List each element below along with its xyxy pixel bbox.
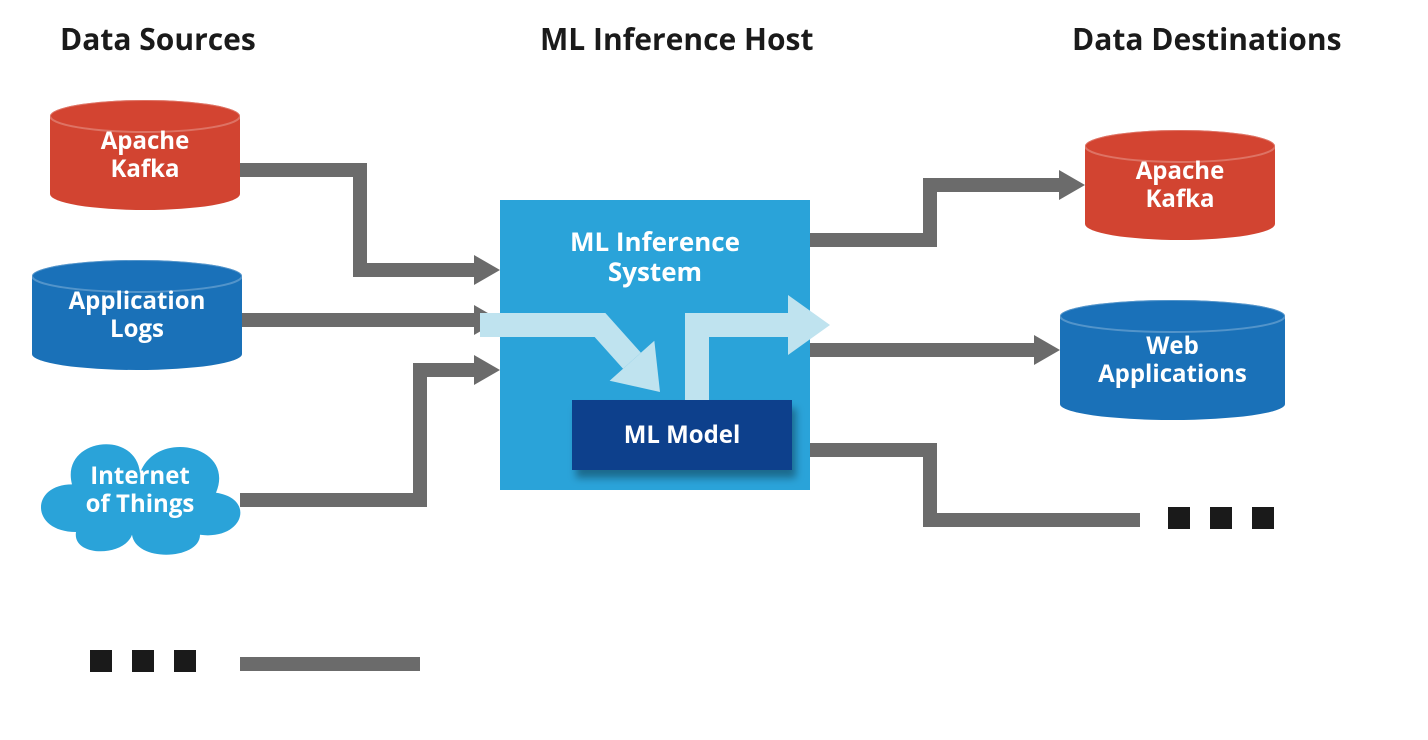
ellipsis-left [90, 650, 196, 672]
edge-arrow-kafka_to_host [474, 255, 500, 285]
edge-kafka_to_host [240, 170, 474, 270]
edge-arrow-iot_to_host [474, 355, 500, 385]
edge-iot_to_host [240, 370, 474, 500]
diagram-svg [0, 0, 1428, 740]
edge-host_to_kafka [810, 185, 1059, 240]
node-layer [32, 100, 1285, 555]
diagram-canvas: Data Sources ML Inference Host Data Dest… [0, 0, 1428, 740]
edge-host_to_ellipsis [810, 450, 1140, 520]
edge-arrow-host_to_kafka [1059, 170, 1085, 200]
ellipsis-right [1168, 507, 1274, 529]
edge-arrow-host_to_web [1034, 335, 1060, 365]
